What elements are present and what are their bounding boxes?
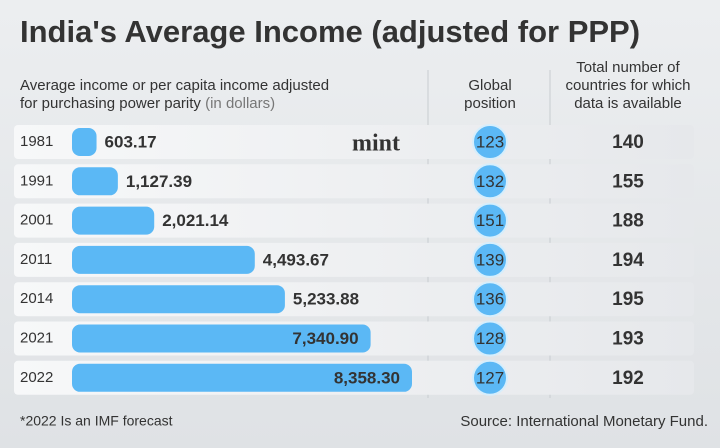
position-value: 128 bbox=[476, 329, 504, 348]
unit-note: (in dollars) bbox=[205, 95, 275, 112]
chart-title: India's Average Income (adjusted for PPP… bbox=[20, 14, 640, 49]
position-value: 127 bbox=[476, 368, 504, 387]
bar bbox=[72, 363, 412, 392]
category-label: 2021 bbox=[20, 329, 53, 346]
value-label: 2,021.14 bbox=[162, 211, 229, 230]
position-badge bbox=[472, 241, 508, 278]
position-badge bbox=[472, 202, 508, 239]
country-count: 192 bbox=[612, 368, 644, 389]
subtitle: Average income or per capita income adju… bbox=[20, 77, 329, 94]
category-label: 1991 bbox=[20, 172, 53, 189]
bar bbox=[72, 285, 285, 314]
value-label: 4,493.67 bbox=[263, 250, 329, 269]
value-label: 5,233.88 bbox=[293, 290, 359, 309]
column-header: position bbox=[464, 95, 516, 112]
country-count: 193 bbox=[612, 329, 644, 350]
position-badge bbox=[472, 281, 508, 318]
value-label: 8,358.30 bbox=[334, 368, 400, 387]
position-value: 151 bbox=[476, 211, 504, 230]
column-header: Global bbox=[468, 77, 511, 94]
bar bbox=[72, 128, 97, 156]
position-badge bbox=[472, 320, 508, 357]
row-band bbox=[14, 125, 694, 159]
value-label: 603.17 bbox=[105, 132, 157, 151]
subtitle: for purchasing power parity (in dollars) bbox=[20, 95, 275, 112]
category-label: 2011 bbox=[20, 251, 52, 268]
category-label: 2014 bbox=[20, 290, 53, 307]
brand: mint bbox=[352, 131, 400, 157]
country-count: 195 bbox=[612, 289, 644, 310]
value-label: 7,340.90 bbox=[292, 329, 358, 348]
category-label: 2001 bbox=[20, 212, 53, 229]
category-label: 2022 bbox=[20, 369, 53, 386]
source: Source: International Monetary Fund. bbox=[460, 413, 708, 430]
position-badge bbox=[472, 163, 508, 200]
column-header: countries for which bbox=[565, 77, 690, 94]
country-count: 140 bbox=[612, 132, 644, 153]
position-value: 136 bbox=[476, 290, 504, 309]
position-badge bbox=[472, 359, 508, 396]
position-badge bbox=[472, 124, 508, 160]
country-count: 194 bbox=[612, 250, 644, 271]
footnote: *2022 Is an IMF forecast bbox=[20, 413, 173, 429]
row-band bbox=[14, 164, 694, 199]
position-value: 132 bbox=[476, 172, 504, 191]
subtitle: for purchasing power parity bbox=[20, 95, 201, 112]
category-label: 1981 bbox=[20, 133, 53, 150]
country-count: 188 bbox=[612, 211, 644, 232]
column-header: Total number of bbox=[576, 59, 680, 76]
country-count: 155 bbox=[612, 171, 644, 192]
value-label: 1,127.39 bbox=[126, 172, 192, 191]
bar bbox=[72, 167, 118, 196]
row-band bbox=[14, 203, 694, 238]
position-value: 123 bbox=[476, 132, 504, 151]
bar bbox=[72, 245, 255, 274]
bar bbox=[72, 324, 371, 353]
position-value: 139 bbox=[476, 250, 504, 269]
bar bbox=[72, 206, 155, 235]
column-header: data is available bbox=[574, 95, 682, 112]
